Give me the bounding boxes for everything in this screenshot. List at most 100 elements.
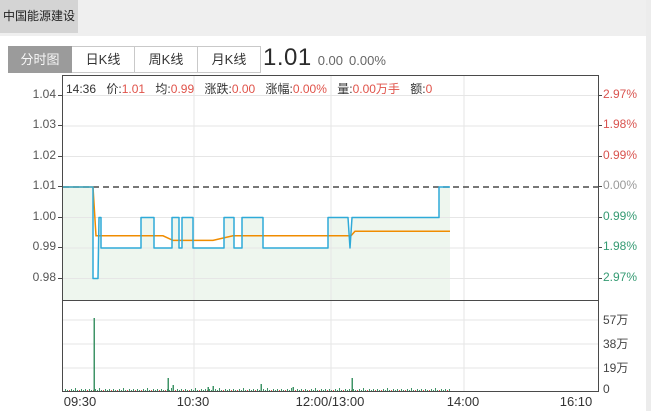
volume-bar bbox=[159, 390, 160, 391]
volume-bar bbox=[325, 389, 326, 391]
volume-chart-pane[interactable] bbox=[62, 300, 599, 392]
volume-bar bbox=[369, 389, 370, 391]
price-axis-label: 1.03 bbox=[32, 117, 56, 131]
volume-bar bbox=[231, 390, 232, 391]
volume-bar bbox=[283, 390, 284, 391]
volume-bar bbox=[191, 389, 192, 391]
volume-bar bbox=[321, 389, 322, 391]
tab-intraday[interactable]: 分时图 bbox=[8, 46, 72, 73]
volume-bar bbox=[75, 388, 76, 391]
volume-spike-bar bbox=[351, 378, 353, 391]
stock-name-tab[interactable]: 中国能源建设 bbox=[0, 0, 78, 33]
percent-axis-label: 1.98% bbox=[603, 239, 638, 253]
volume-bar bbox=[349, 389, 350, 391]
volume-bar bbox=[199, 390, 200, 391]
volume-bar bbox=[435, 388, 436, 391]
volume-bar bbox=[403, 390, 404, 391]
volume-bar bbox=[265, 390, 266, 391]
volume-bar bbox=[375, 390, 376, 391]
percent-axis-label: 0.99% bbox=[603, 147, 638, 162]
volume-bar bbox=[65, 389, 66, 391]
volume-bar bbox=[129, 389, 130, 391]
time-axis-label: 10:30 bbox=[176, 394, 210, 409]
volume-bar bbox=[139, 390, 140, 391]
right-tick bbox=[598, 94, 602, 96]
price-chart-pane[interactable] bbox=[62, 75, 599, 301]
volume-bar bbox=[133, 389, 134, 391]
volume-bar bbox=[307, 390, 308, 391]
volume-bar bbox=[83, 390, 84, 391]
volume-bar bbox=[97, 390, 98, 391]
volume-spike-bar bbox=[93, 318, 95, 391]
volume-bar bbox=[269, 390, 270, 391]
time-axis-label: 09:30 bbox=[63, 394, 97, 409]
volume-bar bbox=[383, 389, 384, 391]
volume-bar bbox=[341, 390, 342, 391]
tab-weekly-k[interactable]: 周K线 bbox=[135, 46, 198, 73]
volume-bar bbox=[125, 390, 126, 391]
volume-bar bbox=[255, 390, 256, 391]
volume-bar bbox=[315, 388, 316, 391]
volume-bar bbox=[193, 390, 194, 391]
volume-bar bbox=[357, 390, 358, 391]
volume-bar bbox=[115, 390, 116, 391]
volume-bar bbox=[123, 388, 124, 391]
volume-bar bbox=[425, 389, 426, 391]
volume-bar bbox=[395, 390, 396, 391]
volume-bar bbox=[309, 390, 310, 391]
volume-bar bbox=[355, 390, 356, 391]
volume-bar bbox=[335, 389, 336, 391]
right-tick bbox=[598, 247, 602, 248]
info-change: 0.00 bbox=[231, 82, 256, 96]
volume-bar bbox=[141, 390, 142, 391]
volume-bar bbox=[441, 389, 442, 391]
tab-monthly-k[interactable]: 月K线 bbox=[198, 46, 261, 73]
volume-bar bbox=[185, 389, 186, 391]
tab-daily-k[interactable]: 日K线 bbox=[72, 46, 135, 73]
volume-bar bbox=[157, 389, 158, 391]
volume-bar bbox=[111, 390, 112, 391]
percent-axis-label: 2.97% bbox=[603, 269, 638, 284]
volume-bar bbox=[95, 389, 96, 391]
volume-bar bbox=[445, 389, 446, 391]
last-price: 1.01 bbox=[263, 44, 312, 71]
volume-bar bbox=[399, 390, 400, 391]
price-axis-label: 0.98 bbox=[32, 269, 56, 284]
volume-bar bbox=[439, 390, 440, 391]
volume-bar bbox=[73, 390, 74, 391]
price-axis-label: 1.01 bbox=[32, 178, 56, 192]
left-tick bbox=[58, 94, 62, 96]
volume-bar bbox=[273, 389, 274, 391]
volume-bar bbox=[179, 390, 180, 391]
volume-bar bbox=[113, 389, 114, 391]
right-tick bbox=[598, 186, 602, 187]
volume-bar bbox=[343, 390, 344, 391]
volume-bar bbox=[433, 390, 434, 391]
volume-bar bbox=[373, 389, 374, 391]
volume-bar bbox=[285, 390, 286, 391]
volume-bar bbox=[431, 389, 432, 391]
volume-bar bbox=[219, 388, 220, 391]
volume-bar bbox=[359, 389, 360, 391]
volume-bar bbox=[365, 390, 366, 391]
volume-spike-bar bbox=[212, 386, 214, 391]
volume-bar bbox=[339, 388, 340, 391]
volume-bar bbox=[211, 390, 212, 391]
volume-bar bbox=[447, 390, 448, 391]
volume-bar bbox=[153, 389, 154, 391]
volume-bar bbox=[107, 390, 108, 391]
volume-bar bbox=[361, 390, 362, 391]
volume-bar bbox=[201, 389, 202, 391]
left-tick bbox=[58, 247, 62, 248]
volume-bar bbox=[367, 390, 368, 391]
volume-bar bbox=[197, 390, 198, 391]
volume-bar bbox=[249, 389, 250, 391]
volume-spike-bar bbox=[172, 385, 174, 391]
volume-bar bbox=[401, 389, 402, 391]
volume-axis-label: 19万 bbox=[603, 361, 629, 375]
panel-right-edge bbox=[646, 0, 651, 411]
volume-chart-svg bbox=[63, 301, 598, 391]
volume-bar bbox=[411, 388, 412, 391]
volume-bar bbox=[345, 389, 346, 391]
volume-bar bbox=[281, 389, 282, 391]
